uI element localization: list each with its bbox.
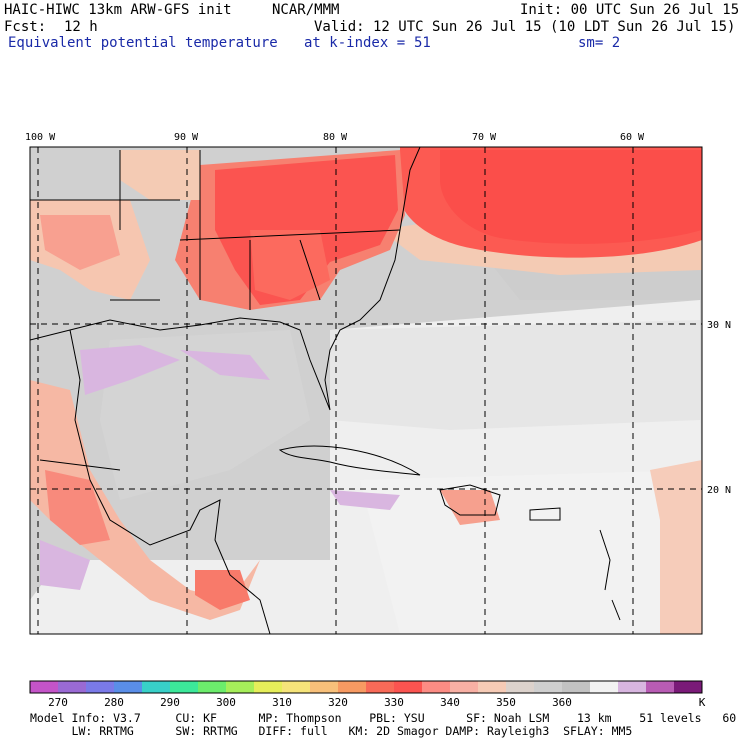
lon-label: 100 W [25,132,56,143]
colorbar-swatch [450,681,479,693]
colorbar-swatch [30,681,59,693]
colorbar-swatch [226,681,255,693]
colorbar-swatch [282,681,311,693]
colorbar-frame [29,680,703,694]
colorbar-swatch [506,681,535,693]
colorbar-swatch [254,681,283,693]
colorbar-label: 360 [552,696,572,709]
colorbar [30,681,703,693]
level-value: 51 [414,35,431,51]
level-label: at k-index = [304,35,406,51]
colorbar-label: 290 [160,696,180,709]
fcst-value: 12 h [64,19,98,35]
colorbar-label: 340 [440,696,460,709]
coastlines [30,147,621,634]
colorbar-swatch [534,681,563,693]
lon-label: 80 W [323,132,348,143]
colorbar-swatch [394,681,423,693]
colorbar-label: 320 [328,696,348,709]
model-info-line2: LW: RRTMG SW: RRTMG DIFF: full KM: 2D Sm… [30,724,633,738]
colorbar-label: 330 [384,696,404,709]
colorbar-swatch [674,681,703,693]
init-time: Init: 00 UTC Sun 26 Jul 15 [520,2,740,18]
colorbar-swatch [562,681,591,693]
lat-label: 20 N [707,485,731,496]
colorbar-swatch [114,681,143,693]
lat-label: 30 N [707,320,731,331]
fcst-label: Fcst: [4,19,47,35]
lon-label: 60 W [620,132,645,143]
org-label: NCAR/MMM [272,2,340,18]
colorbar-label: 300 [216,696,236,709]
colorbar-swatch [618,681,647,693]
model-info-line1: Model Info: V3.7 CU: KF MP: Thompson PBL… [30,711,740,725]
valid-time: Valid: 12 UTC Sun 26 Jul 15 (10 LDT Sun … [314,19,736,35]
colorbar-swatch [422,681,451,693]
colorbar-swatch [198,681,227,693]
colorbar-swatch [478,681,507,693]
colorbar-swatch [86,681,115,693]
lon-label: 70 W [472,132,497,143]
colorbar-label: 280 [104,696,124,709]
colorbar-swatch [170,681,199,693]
colorbar-label: 350 [496,696,516,709]
colorbar-swatch [142,681,171,693]
field-name: Equivalent potential temperature [8,35,278,51]
colorbar-swatch [58,681,87,693]
lat-lon-grid [30,147,702,634]
colorbar-label: 270 [48,696,68,709]
colorbar-swatch [366,681,395,693]
colorbar-label: 310 [272,696,292,709]
colorbar-swatch [646,681,675,693]
smooth-label: sm= 2 [578,35,621,51]
colorbar-unit: K [699,696,706,709]
lon-label: 90 W [174,132,199,143]
field-shading [30,147,702,634]
colorbar-swatch [590,681,619,693]
colorbar-swatch [310,681,339,693]
map-frame [29,146,703,635]
colorbar-swatch [338,681,367,693]
model-title: HAIC-HIWC 13km ARW-GFS init [4,2,232,18]
